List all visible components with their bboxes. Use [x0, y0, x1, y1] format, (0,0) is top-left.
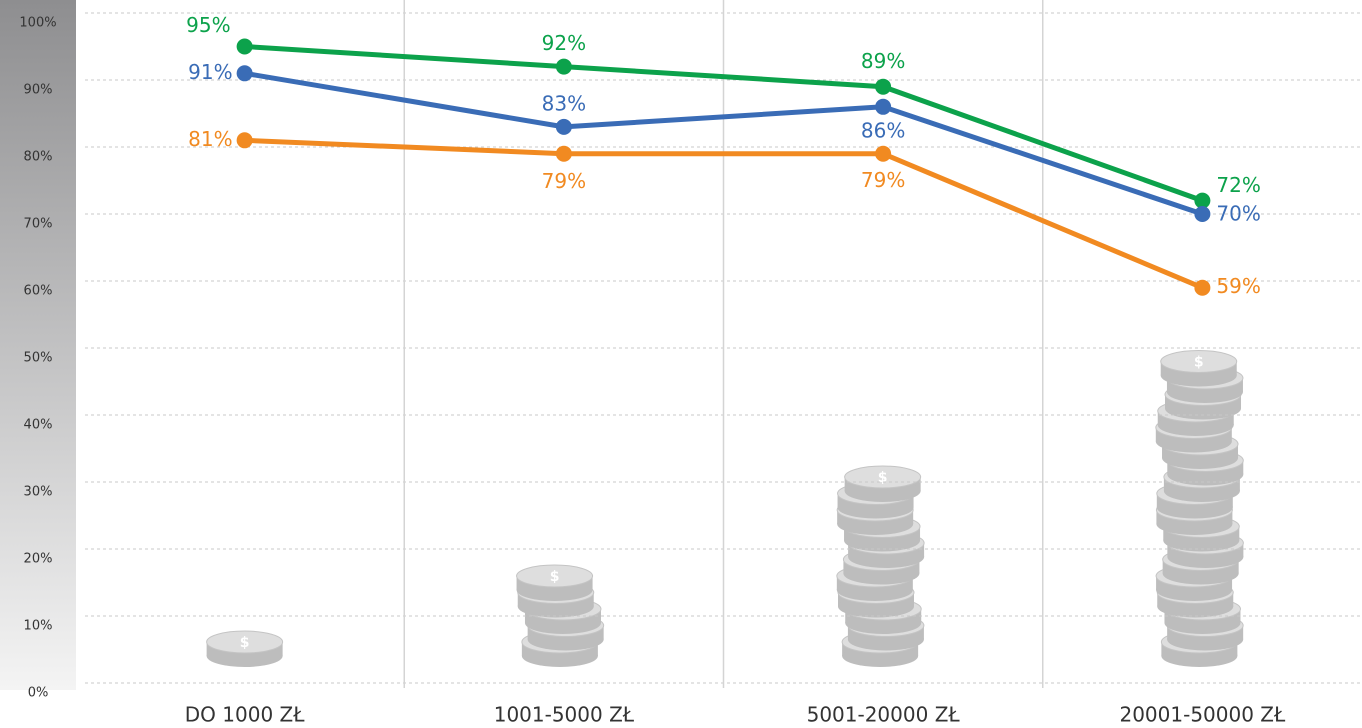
data-label: 70% — [1216, 202, 1260, 226]
data-point — [1194, 206, 1210, 222]
data-label: 89% — [861, 49, 905, 73]
x-tick-label: DO 1000 ZŁ — [185, 703, 305, 727]
axis-band — [0, 0, 76, 690]
data-label: 79% — [542, 169, 586, 193]
coin: $ — [517, 565, 593, 601]
coin-symbol: $ — [878, 470, 888, 486]
data-label: 81% — [188, 127, 232, 151]
y-tick-label: 70% — [24, 217, 53, 232]
data-label: 95% — [186, 13, 230, 37]
x-tick-label: 20001-50000 ZŁ — [1119, 703, 1286, 727]
data-label: 83% — [542, 91, 586, 115]
y-tick-label: 30% — [24, 485, 53, 500]
y-tick-label: 80% — [24, 150, 53, 165]
coin-symbol: $ — [550, 569, 560, 585]
data-label: 91% — [188, 60, 232, 84]
data-label: 72% — [1216, 173, 1260, 197]
data-label: 86% — [861, 118, 905, 142]
y-tick-label: 20% — [24, 552, 53, 567]
data-point — [237, 39, 253, 55]
y-tick-label: 0% — [28, 686, 49, 701]
data-point — [875, 146, 891, 162]
data-label: 59% — [1216, 274, 1260, 298]
y-tick-label: 60% — [24, 284, 53, 299]
data-point — [875, 99, 891, 115]
data-point — [556, 59, 572, 75]
y-tick-label: 90% — [24, 83, 53, 98]
coin-symbol: $ — [240, 635, 250, 651]
y-tick-label: 100% — [19, 16, 56, 31]
data-label: 79% — [861, 168, 905, 192]
y-tick-label: 40% — [24, 418, 53, 433]
data-label: 92% — [542, 31, 586, 55]
coin-stacks: $ $ $ $ — [207, 351, 1244, 668]
chart: $ $ $ $ 0% 10% 20% 30% 40% 50% 60% 70% 80% 90% 100% DO… — [0, 0, 1362, 728]
data-point — [556, 146, 572, 162]
data-point — [1194, 280, 1210, 296]
coin-symbol: $ — [1194, 355, 1204, 371]
y-tick-label: 10% — [24, 619, 53, 634]
data-point — [556, 119, 572, 135]
coin: $ — [1161, 351, 1237, 387]
data-point — [237, 65, 253, 81]
coin: $ — [845, 466, 921, 502]
coin: $ — [207, 631, 283, 667]
data-point — [875, 79, 891, 95]
x-tick-label: 1001-5000 ZŁ — [494, 703, 635, 727]
x-tick-label: 5001-20000 ZŁ — [807, 703, 961, 727]
data-point — [237, 132, 253, 148]
y-tick-label: 50% — [24, 351, 53, 366]
